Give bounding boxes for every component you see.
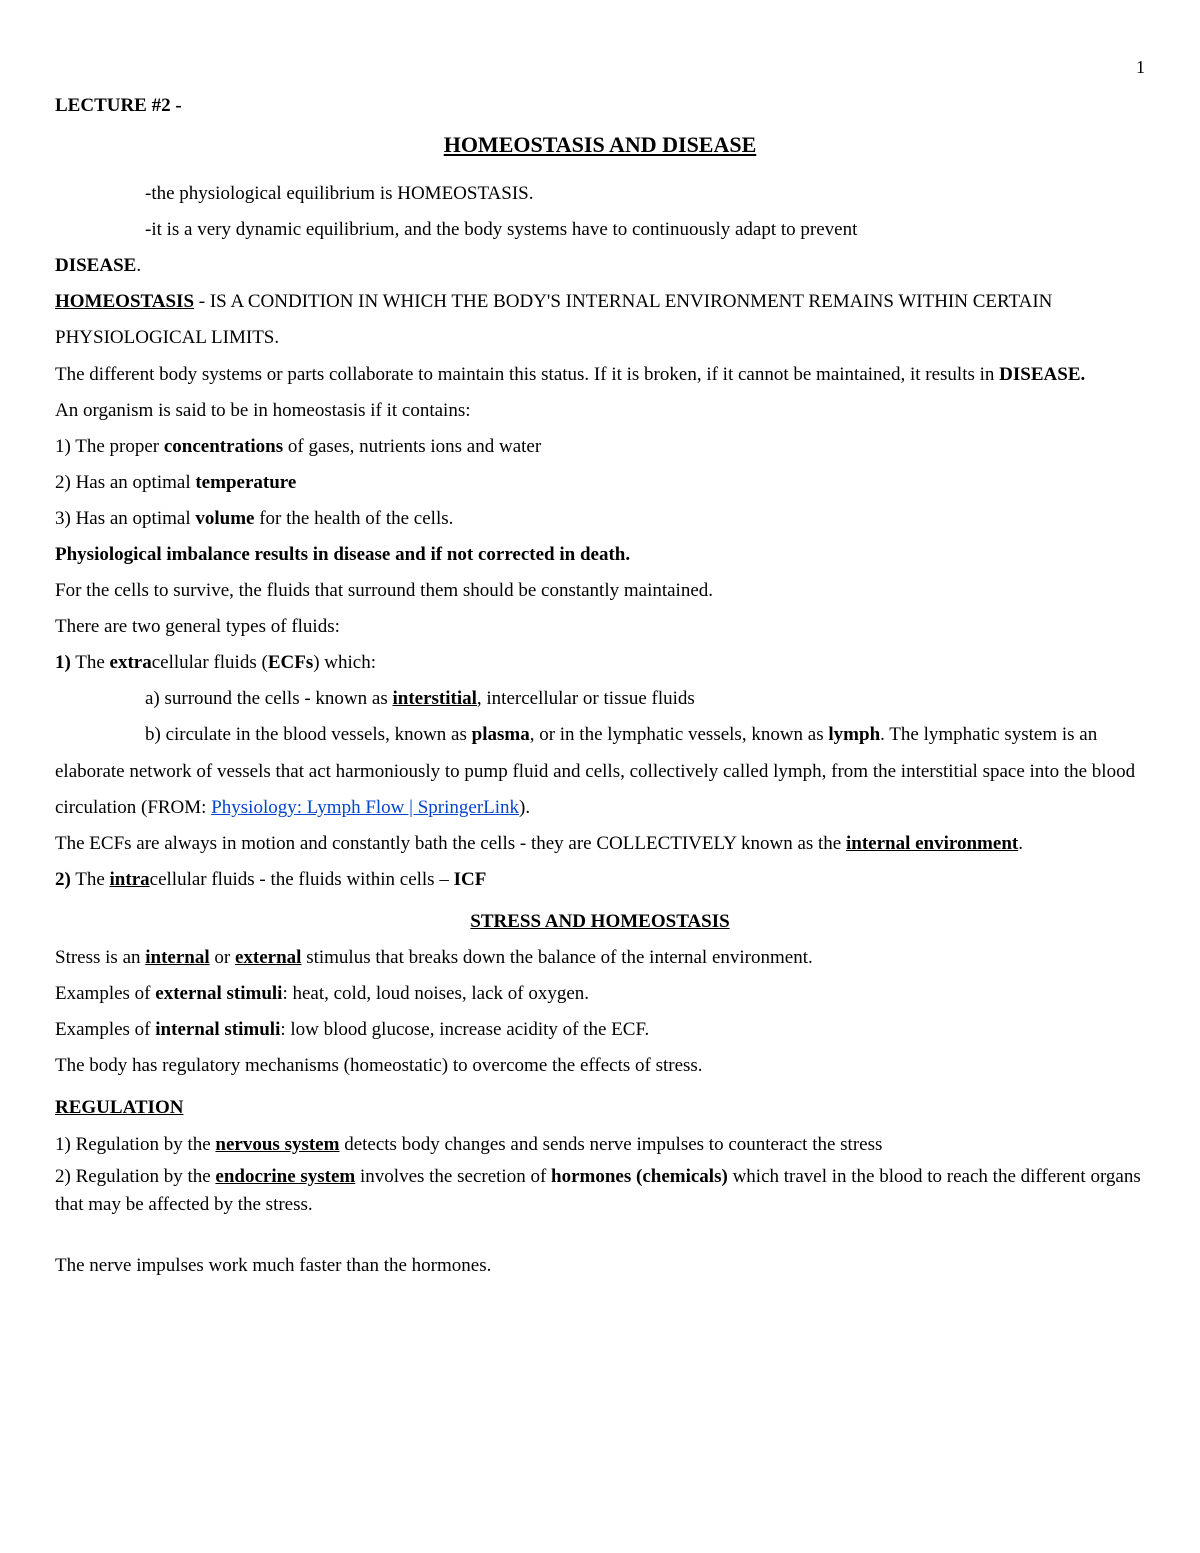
reg2-hormones: hormones (chemicals) <box>551 1166 728 1187</box>
ext-pre: Examples of <box>55 983 155 1004</box>
page-number: 1 <box>55 50 1145 84</box>
ecf-b-plasma: plasma <box>472 724 530 745</box>
ecf-b-close: ). <box>519 797 530 818</box>
cond2-bold: temperature <box>195 472 296 493</box>
disease-bold: DISEASE <box>55 255 136 276</box>
ecf-ecfs: ECFs <box>268 652 313 673</box>
stress-post: stimulus that breaks down the balance of… <box>301 947 812 968</box>
nerve-faster-line: The nerve impulses work much faster than… <box>55 1248 1145 1284</box>
homeostasis-rest: - IS A CONDITION IN WHICH THE BODY'S INT… <box>55 291 1052 348</box>
cond3-pre: 3) Has an optimal <box>55 508 195 529</box>
intro-line-2: -it is a very dynamic equilibrium, and t… <box>55 212 1145 248</box>
two-types-line: There are two general types of fluids: <box>55 609 1145 645</box>
ecf-b-mid: , or in the lymphatic vessels, known as <box>530 724 829 745</box>
icf-b: ICF <box>454 869 487 890</box>
regulation-2-line: 2) Regulation by the endocrine system in… <box>55 1163 1145 1220</box>
ext-post: : heat, cold, loud noises, lack of oxyge… <box>282 983 589 1004</box>
collab-bold: DISEASE. <box>999 364 1085 385</box>
springer-link[interactable]: Physiology: Lymph Flow | SpringerLink <box>211 797 519 818</box>
ecf-motion-pre: The ECFs are always in motion and consta… <box>55 833 846 854</box>
imbalance-line: Physiological imbalance results in disea… <box>55 537 1145 573</box>
icf-line: 2) The intracellular fluids - the fluids… <box>55 862 1145 898</box>
ecf-motion-term: internal environment <box>846 833 1018 854</box>
intro-line-1: -the physiological equilibrium is HOMEOS… <box>55 176 1145 212</box>
internal-stimuli-line: Examples of internal stimuli: low blood … <box>55 1012 1145 1048</box>
regulation-heading: REGULATION <box>55 1090 1145 1126</box>
int-pre: Examples of <box>55 1019 155 1040</box>
stress-or: or <box>210 947 235 968</box>
ecf-a-line: a) surround the cells - known as interst… <box>55 681 1145 717</box>
ecf-post: ) which: <box>313 652 376 673</box>
stress-internal: internal <box>145 947 209 968</box>
cond1-pre: 1) The proper <box>55 436 164 457</box>
homeostasis-definition: HOMEOSTASIS - IS A CONDITION IN WHICH TH… <box>55 284 1145 356</box>
int-post: : low blood glucose, increase acidity of… <box>280 1019 649 1040</box>
cond3-bold: volume <box>195 508 254 529</box>
homeostasis-term: HOMEOSTASIS <box>55 291 194 312</box>
condition-2: 2) Has an optimal temperature <box>55 465 1145 501</box>
stress-heading: STRESS AND HOMEOSTASIS <box>55 904 1145 940</box>
ecf-a-pre: a) surround the cells - known as <box>145 688 392 709</box>
main-title: HOMEOSTASIS AND DISEASE <box>55 124 1145 166</box>
stress-external: external <box>235 947 301 968</box>
cond3-post: for the health of the cells. <box>254 508 453 529</box>
icf-num: 2) <box>55 869 71 890</box>
ecf-a-post: , intercellular or tissue fluids <box>477 688 695 709</box>
stress-pre: Stress is an <box>55 947 145 968</box>
ecf-extra-b: extra <box>110 652 152 673</box>
regulatory-mechanisms-line: The body has regulatory mechanisms (home… <box>55 1048 1145 1084</box>
ecf-b-indent: b) circulate in the blood vessels, known… <box>55 717 880 753</box>
cells-survive-line: For the cells to survive, the fluids tha… <box>55 573 1145 609</box>
regulation-1-line: 1) Regulation by the nervous system dete… <box>55 1127 1145 1163</box>
reg2-mid: involves the secretion of <box>355 1166 551 1187</box>
cond1-bold: concentrations <box>164 436 283 457</box>
icf-pre: The <box>71 869 110 890</box>
icf-intra-rest: cellular fluids - the fluids within cell… <box>150 869 454 890</box>
condition-1: 1) The proper concentrations of gases, n… <box>55 429 1145 465</box>
ecf-pre: The <box>71 652 110 673</box>
collaboration-line: The different body systems or parts coll… <box>55 357 1145 393</box>
reg2-pre: 2) Regulation by the <box>55 1166 215 1187</box>
lecture-label: LECTURE #2 - <box>55 88 1145 124</box>
ecf-b-line: b) circulate in the blood vessels, known… <box>55 717 1145 825</box>
ecf-b-lymph: lymph <box>828 724 880 745</box>
ecf-motion-post: . <box>1018 833 1023 854</box>
external-stimuli-line: Examples of external stimuli: heat, cold… <box>55 976 1145 1012</box>
cond2-pre: 2) Has an optimal <box>55 472 195 493</box>
ecf-motion-line: The ECFs are always in motion and consta… <box>55 826 1145 862</box>
collab-pre: The different body systems or parts coll… <box>55 364 999 385</box>
ecf-num: 1) <box>55 652 71 673</box>
reg1-post: detects body changes and sends nerve imp… <box>339 1134 882 1155</box>
ecf-extra-rest: cellular fluids ( <box>152 652 268 673</box>
icf-intra-b: intra <box>110 869 150 890</box>
organism-line: An organism is said to be in homeostasis… <box>55 393 1145 429</box>
stress-def-line: Stress is an internal or external stimul… <box>55 940 1145 976</box>
reg1-pre: 1) Regulation by the <box>55 1134 215 1155</box>
ecf-b-pre: b) circulate in the blood vessels, known… <box>145 724 472 745</box>
ext-bold: external stimuli <box>155 983 282 1004</box>
condition-3: 3) Has an optimal volume for the health … <box>55 501 1145 537</box>
cond1-post: of gases, nutrients ions and water <box>283 436 541 457</box>
reg1-term: nervous system <box>215 1134 339 1155</box>
disease-line: DISEASE. <box>55 248 1145 284</box>
ecf-a-term: interstitial <box>392 688 476 709</box>
ecf-line: 1) The extracellular fluids (ECFs) which… <box>55 645 1145 681</box>
int-bold: internal stimuli <box>155 1019 280 1040</box>
reg2-term: endocrine system <box>215 1166 355 1187</box>
